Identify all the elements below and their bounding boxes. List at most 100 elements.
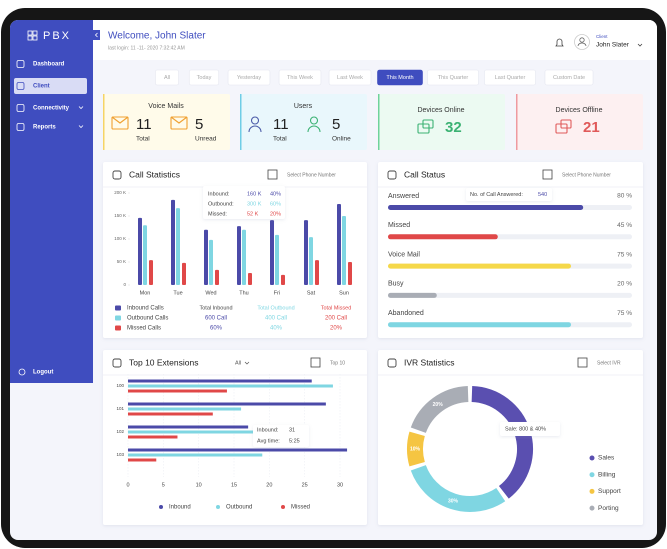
logo-dot bbox=[32, 30, 38, 36]
tab-label: This Quarter bbox=[438, 75, 469, 81]
dropdown[interactable]: Select IVR bbox=[577, 357, 621, 368]
filter-tab[interactable]: This Week bbox=[278, 69, 322, 86]
menu-item[interactable]: Client bbox=[14, 78, 87, 94]
tooltip-text: Sale: 800 & 40% bbox=[505, 426, 546, 432]
legend-dot bbox=[159, 505, 163, 509]
bar bbox=[128, 435, 178, 439]
total-calls: 600 Call bbox=[205, 316, 227, 322]
collapse-button[interactable] bbox=[93, 30, 100, 40]
logo: PBX bbox=[43, 30, 71, 42]
legend-label: Porting bbox=[598, 505, 619, 512]
bar bbox=[315, 260, 319, 285]
sidebar bbox=[10, 20, 93, 383]
icon-part bbox=[111, 116, 129, 130]
user-chevron[interactable] bbox=[637, 43, 643, 47]
bar bbox=[248, 273, 252, 285]
bar bbox=[209, 239, 213, 285]
welcome-text: Welcome, John Slater bbox=[108, 31, 206, 42]
icon-part bbox=[309, 116, 319, 125]
menu-icon bbox=[16, 60, 25, 68]
filter-tab[interactable]: Today bbox=[188, 69, 220, 86]
x-tick-label: 5 bbox=[162, 482, 165, 488]
legend-label: Sales bbox=[598, 455, 615, 462]
user-icon bbox=[307, 116, 321, 133]
menu-item[interactable]: Reports bbox=[16, 123, 84, 131]
filter-tab[interactable]: All bbox=[155, 69, 179, 86]
menu-label: Dashboard bbox=[33, 62, 65, 68]
dropdown[interactable]: Top 10 bbox=[310, 357, 345, 368]
bar bbox=[281, 274, 285, 285]
menu-item[interactable]: Dashboard bbox=[16, 60, 65, 68]
tooltip-label: Inbound: bbox=[257, 427, 279, 433]
bar bbox=[128, 412, 213, 416]
filter-tab[interactable]: Last Week bbox=[328, 69, 372, 86]
filter-tab[interactable]: This Month bbox=[377, 69, 423, 86]
legend-dot bbox=[589, 505, 595, 511]
total-title: Total Outbound bbox=[257, 305, 294, 311]
chevron bbox=[244, 361, 250, 365]
filter-dropdown[interactable]: All bbox=[235, 360, 250, 366]
panel-icon bbox=[387, 358, 397, 368]
logo-icon bbox=[27, 30, 38, 41]
dropdown-label: Select Phone Number bbox=[287, 172, 336, 178]
filter-tab[interactable]: This Quarter bbox=[427, 69, 479, 86]
status-label: Abandoned bbox=[388, 310, 424, 317]
logo-dot bbox=[27, 35, 33, 41]
bar bbox=[204, 229, 208, 285]
tab-bg bbox=[377, 69, 423, 86]
card-accent bbox=[103, 94, 105, 150]
card-bg bbox=[378, 94, 505, 150]
dropdown-label: Top 10 bbox=[330, 360, 345, 366]
tab-bg bbox=[278, 69, 322, 86]
dropdown[interactable]: Select Phone Number bbox=[542, 169, 611, 180]
status-percent: 75 % bbox=[617, 251, 632, 258]
stat-card: Voice Mails 11 Total 5 Unread bbox=[103, 94, 230, 150]
legend-dot bbox=[281, 505, 285, 509]
card-accent bbox=[240, 94, 242, 150]
progress-bar bbox=[388, 292, 437, 298]
filter-tab[interactable]: Yesterday bbox=[227, 69, 271, 86]
panel-title: Call Status bbox=[404, 169, 445, 179]
status-label: Answered bbox=[388, 193, 419, 200]
bar bbox=[348, 262, 352, 285]
progress-track bbox=[388, 292, 632, 298]
status-percent: 80 % bbox=[617, 193, 632, 200]
y-tick-label: 150 K bbox=[114, 213, 126, 218]
tooltip-bg bbox=[203, 186, 285, 219]
legend-label: Missed bbox=[291, 505, 310, 511]
icon-part bbox=[307, 125, 321, 133]
bar bbox=[128, 379, 312, 383]
legend-label: Support bbox=[598, 488, 621, 495]
menu-item[interactable]: Connectivity bbox=[16, 104, 84, 112]
card-number: 5 bbox=[195, 116, 203, 133]
y-tick-label: 101 bbox=[116, 406, 124, 411]
total-percent: 60% bbox=[210, 326, 223, 332]
logout[interactable]: Logout bbox=[18, 368, 53, 376]
dropdown-icon bbox=[310, 357, 321, 368]
stat-card: Users 11 Total 5 Online bbox=[240, 94, 367, 150]
user-role: Client bbox=[596, 34, 608, 39]
panel-title: Call Statistics bbox=[129, 169, 180, 179]
tab-label: Yesterday bbox=[237, 75, 262, 81]
tooltip-label: Outbound: bbox=[208, 201, 234, 207]
x-tick-label: Sun bbox=[339, 290, 349, 296]
filter-tab[interactable]: Last Quarter bbox=[484, 69, 536, 86]
menu-label: Reports bbox=[33, 125, 56, 131]
dropdown[interactable]: Select Phone Number bbox=[267, 169, 336, 180]
panel-icon bbox=[387, 170, 397, 180]
y-tick-label: 50 K bbox=[117, 259, 126, 264]
y-tick-label: 103 bbox=[116, 452, 124, 457]
bar bbox=[128, 425, 249, 429]
collapse-chevron bbox=[94, 32, 98, 38]
donut-segment bbox=[410, 464, 506, 512]
tooltip-label: Inbound: bbox=[208, 191, 230, 197]
card-label: Online bbox=[332, 136, 351, 143]
segment-label: 10% bbox=[410, 446, 421, 452]
bell-icon[interactable] bbox=[555, 38, 564, 47]
legend-dot bbox=[216, 505, 220, 509]
panel-icon bbox=[112, 170, 122, 180]
filter-tab[interactable]: Custom Date bbox=[544, 69, 594, 86]
bar bbox=[242, 229, 246, 285]
